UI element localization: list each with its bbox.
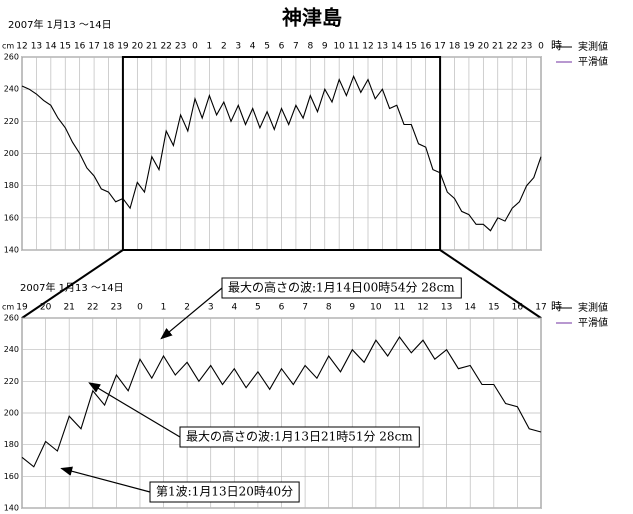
annotation-arrow — [160, 287, 223, 340]
y-tick-label: 200 — [4, 149, 19, 158]
annotation-text: 最大の高さの波:1月13日21時51分 28cm — [186, 429, 413, 444]
y-unit: cm — [2, 303, 14, 312]
x-tick-label: 10 — [370, 303, 382, 313]
x-tick-label: 2 — [221, 42, 227, 52]
x-tick-label: 12 — [16, 42, 27, 52]
x-tick-label: 17 — [434, 42, 445, 52]
y-tick-label: 140 — [4, 504, 19, 513]
x-tick-label: 13 — [441, 303, 452, 313]
y-tick-label: 260 — [4, 53, 19, 62]
y-tick-label: 160 — [4, 472, 19, 481]
data-line — [21, 74, 542, 232]
y-tick-label: 260 — [4, 314, 19, 323]
x-tick-label: 18 — [103, 42, 115, 52]
x-tick-label: 11 — [348, 42, 359, 52]
x-tick-label: 12 — [362, 42, 373, 52]
x-tick-label: 14 — [45, 42, 57, 52]
x-tick-label: 1 — [207, 42, 213, 52]
y-tick-label: 200 — [4, 409, 19, 418]
x-tick-label: 17 — [88, 42, 99, 52]
chart-title: 神津島 — [282, 6, 342, 30]
y-tick-label: 220 — [4, 377, 19, 386]
x-unit: 時 — [551, 39, 562, 52]
x-tick-label: 14 — [391, 42, 403, 52]
zoom-connector — [439, 249, 542, 319]
x-tick-label: 21 — [492, 42, 503, 52]
x-tick-label: 21 — [63, 303, 74, 313]
x-tick-label: 20 — [132, 42, 144, 52]
chart-subtitle: 2007年 1月13 ～14日 — [20, 281, 124, 294]
x-tick-label: 15 — [406, 42, 417, 52]
x-tick-label: 2 — [184, 303, 190, 313]
x-tick-label: 8 — [307, 42, 313, 52]
x-tick-label: 20 — [40, 303, 52, 313]
x-tick-label: 10 — [333, 42, 345, 52]
annotation-text: 第1波:1月13日20時40分 — [156, 485, 293, 499]
x-tick-label: 12 — [417, 303, 428, 313]
annotation-text: 最大の高さの波:1月14日00時54分 28cm — [228, 280, 455, 295]
x-tick-label: 0 — [538, 42, 544, 52]
x-tick-label: 22 — [160, 42, 171, 52]
x-tick-label: 7 — [302, 303, 308, 313]
x-tick-label: 13 — [31, 42, 42, 52]
x-tick-label: 19 — [16, 303, 28, 313]
x-tick-label: 16 — [74, 42, 86, 52]
y-unit: cm — [2, 42, 14, 51]
x-tick-label: 13 — [377, 42, 388, 52]
y-tick-label: 140 — [4, 246, 19, 255]
annotation-arrow — [60, 466, 151, 493]
x-tick-label: 0 — [137, 303, 143, 313]
x-tick-label: 22 — [506, 42, 517, 52]
legend-label: 実測値 — [578, 40, 608, 53]
x-tick-label: 23 — [521, 42, 532, 52]
x-tick-label: 17 — [535, 303, 546, 313]
x-tick-label: 23 — [111, 303, 122, 313]
legend-label: 実測値 — [578, 301, 608, 314]
legend-label: 平滑値 — [578, 316, 608, 329]
x-tick-label: 18 — [449, 42, 461, 52]
x-tick-label: 4 — [250, 42, 256, 52]
y-tick-label: 180 — [4, 181, 19, 190]
y-tick-label: 160 — [4, 213, 19, 222]
x-tick-label: 19 — [463, 42, 475, 52]
x-tick-label: 1 — [161, 303, 167, 313]
x-tick-label: 5 — [255, 303, 261, 313]
x-tick-label: 11 — [394, 303, 405, 313]
x-tick-label: 3 — [235, 42, 241, 52]
x-tick-label: 5 — [264, 42, 270, 52]
y-tick-label: 180 — [4, 440, 19, 449]
x-tick-label: 6 — [279, 42, 285, 52]
x-tick-label: 16 — [420, 42, 432, 52]
x-tick-label: 21 — [146, 42, 157, 52]
annotation-arrow — [88, 382, 181, 438]
y-tick-label: 240 — [4, 85, 19, 94]
x-tick-label: 15 — [60, 42, 71, 52]
x-tick-label: 20 — [478, 42, 490, 52]
x-tick-label: 14 — [465, 303, 477, 313]
x-tick-label: 16 — [512, 303, 524, 313]
x-unit: 時 — [551, 300, 562, 313]
x-tick-label: 0 — [192, 42, 198, 52]
x-tick-label: 22 — [87, 303, 98, 313]
x-tick-label: 9 — [349, 303, 355, 313]
zoom-connector — [21, 249, 124, 319]
x-tick-label: 4 — [231, 303, 237, 313]
zoom-box — [121, 56, 442, 251]
y-tick-label: 240 — [4, 345, 19, 354]
legend-label: 平滑値 — [578, 55, 608, 68]
x-tick-label: 15 — [488, 303, 499, 313]
x-tick-label: 7 — [293, 42, 299, 52]
chart-subtitle: 2007年 1月13 ～14日 — [8, 18, 112, 31]
x-tick-label: 23 — [175, 42, 186, 52]
x-tick-label: 8 — [326, 303, 332, 313]
x-tick-label: 19 — [117, 42, 129, 52]
x-tick-label: 6 — [279, 303, 285, 313]
x-tick-label: 3 — [208, 303, 214, 313]
x-tick-label: 9 — [322, 42, 328, 52]
y-tick-label: 220 — [4, 117, 19, 126]
